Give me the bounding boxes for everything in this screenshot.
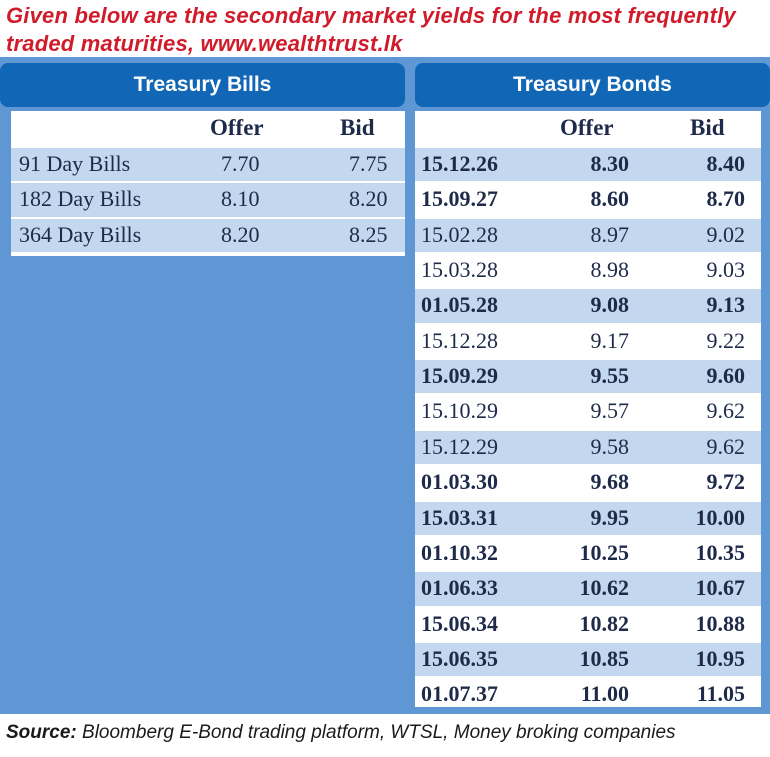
treasury-bonds-panel: Offer Bid 15.12.26 8.30 8.40 15.09.27 8.60 8.…	[415, 111, 761, 707]
table-row-band	[415, 218, 761, 253]
bond-bid-cell: 9.62	[706, 433, 746, 459]
table-row-band	[415, 642, 761, 677]
bond-offer-cell: 9.55	[590, 363, 630, 389]
bond-bid-cell: 9.72	[706, 469, 746, 495]
bond-offer-cell: 10.82	[579, 610, 630, 636]
headline-line-1: Given below are the secondary market yie…	[6, 3, 736, 28]
bill-name-cell: 364 Day Bills	[19, 221, 142, 247]
bond-offer-cell: 9.57	[590, 398, 630, 424]
bond-maturity-cell: 01.07.37	[421, 681, 498, 707]
bill-bid-cell: 8.20	[349, 186, 388, 212]
bond-maturity-cell: 01.06.33	[421, 575, 498, 601]
bond-maturity-cell: 15.06.34	[421, 610, 498, 636]
bond-maturity-cell: 15.03.31	[421, 504, 498, 530]
bond-offer-cell: 8.30	[590, 151, 630, 176]
bill-offer-cell: 8.10	[221, 186, 260, 212]
bond-maturity-cell: 15.12.26	[421, 151, 498, 176]
bond-offer-cell: 8.60	[590, 186, 630, 212]
bond-offer-cell: 10.25	[579, 539, 630, 565]
table-row-band	[415, 289, 761, 323]
source-note: Source: Bloomberg E-Bond trading platfor…	[6, 722, 676, 744]
bond-offer-cell: 8.98	[590, 257, 630, 283]
bond-offer-cell: 9.68	[590, 469, 630, 495]
bond-bid-cell: 9.13	[706, 292, 746, 318]
bond-maturity-cell: 01.10.32	[421, 539, 498, 565]
bond-bid-cell: 10.95	[695, 645, 746, 671]
bond-offer-cell: 9.08	[590, 292, 630, 318]
bill-name-cell: 91 Day Bills	[19, 151, 131, 176]
bond-offer-cell: 9.17	[590, 327, 630, 353]
bond-maturity-cell: 01.03.30	[421, 469, 498, 495]
bond-offer-cell: 10.85	[579, 645, 630, 671]
bond-maturity-cell: 15.03.28	[421, 257, 498, 283]
bond-maturity-cell: 15.09.29	[421, 363, 498, 389]
bond-bid-cell: 10.35	[695, 539, 746, 565]
table-row	[11, 183, 405, 217]
bond-maturity-cell: 15.12.28	[421, 327, 498, 353]
treasury-bills-panel: Offer Bid 91 Day Bills 7.70 7.75 182 Day Bi…	[11, 111, 405, 256]
bond-maturity-cell: 15.12.29	[421, 433, 498, 459]
bond-bid-cell: 8.70	[706, 186, 746, 212]
bond-offer-cell: 10.62	[579, 575, 630, 601]
bond-offer-cell: 9.95	[590, 504, 630, 530]
table-row-band	[415, 148, 761, 182]
bond-bid-cell: 11.05	[696, 681, 745, 707]
source-label: Source:	[6, 722, 77, 743]
bill-offer-cell: 7.70	[221, 151, 260, 176]
bond-bid-cell: 9.60	[706, 363, 746, 389]
bond-bid-cell: 9.62	[706, 398, 746, 424]
bond-offer-cell: 11.00	[580, 681, 629, 707]
bond-maturity-cell: 01.05.28	[421, 292, 498, 318]
bond-bid-cell: 10.88	[695, 610, 746, 636]
bond-maturity-cell: 15.02.28	[421, 221, 498, 247]
table-row-band	[415, 501, 761, 535]
bond-maturity-cell: 15.06.35	[421, 645, 498, 671]
bond-maturity-cell: 15.10.29	[421, 398, 498, 424]
table-row-band	[415, 572, 761, 606]
bonds-bid-column-header: Bid	[690, 115, 725, 140]
bill-bid-cell: 8.25	[349, 221, 388, 247]
bills-offer-column-header: Offer	[210, 115, 264, 140]
bond-bid-cell: 8.40	[706, 151, 746, 176]
bond-bid-cell: 9.22	[706, 327, 746, 353]
bond-bid-cell: 10.67	[695, 575, 746, 601]
treasury-bonds-header: Treasury Bonds	[415, 63, 770, 107]
table-row-band	[415, 430, 761, 465]
bonds-offer-column-header: Offer	[560, 115, 614, 140]
treasury-bills-header: Treasury Bills	[0, 63, 405, 107]
bond-bid-cell: 10.00	[695, 504, 746, 530]
bill-bid-cell: 7.75	[349, 151, 388, 176]
headline: Given below are the secondary market yie…	[6, 2, 766, 58]
bill-offer-cell: 8.20	[221, 221, 260, 247]
bond-bid-cell: 9.03	[706, 257, 746, 283]
headline-line-2: traded maturities, www.wealthtrust.lk	[6, 31, 403, 56]
table-row-band	[415, 360, 761, 394]
bill-name-cell: 182 Day Bills	[19, 186, 142, 212]
bond-bid-cell: 9.02	[706, 221, 746, 247]
bond-maturity-cell: 15.09.27	[421, 186, 498, 212]
source-text: Bloomberg E-Bond trading platform, WTSL,…	[76, 722, 676, 743]
bond-offer-cell: 9.58	[590, 433, 630, 459]
bills-bid-column-header: Bid	[340, 115, 375, 140]
yields-table: Treasury Bills Treasury Bonds Offer Bid …	[0, 57, 770, 714]
table-row	[11, 218, 405, 253]
table-row	[11, 148, 405, 182]
bond-offer-cell: 8.97	[590, 221, 630, 247]
